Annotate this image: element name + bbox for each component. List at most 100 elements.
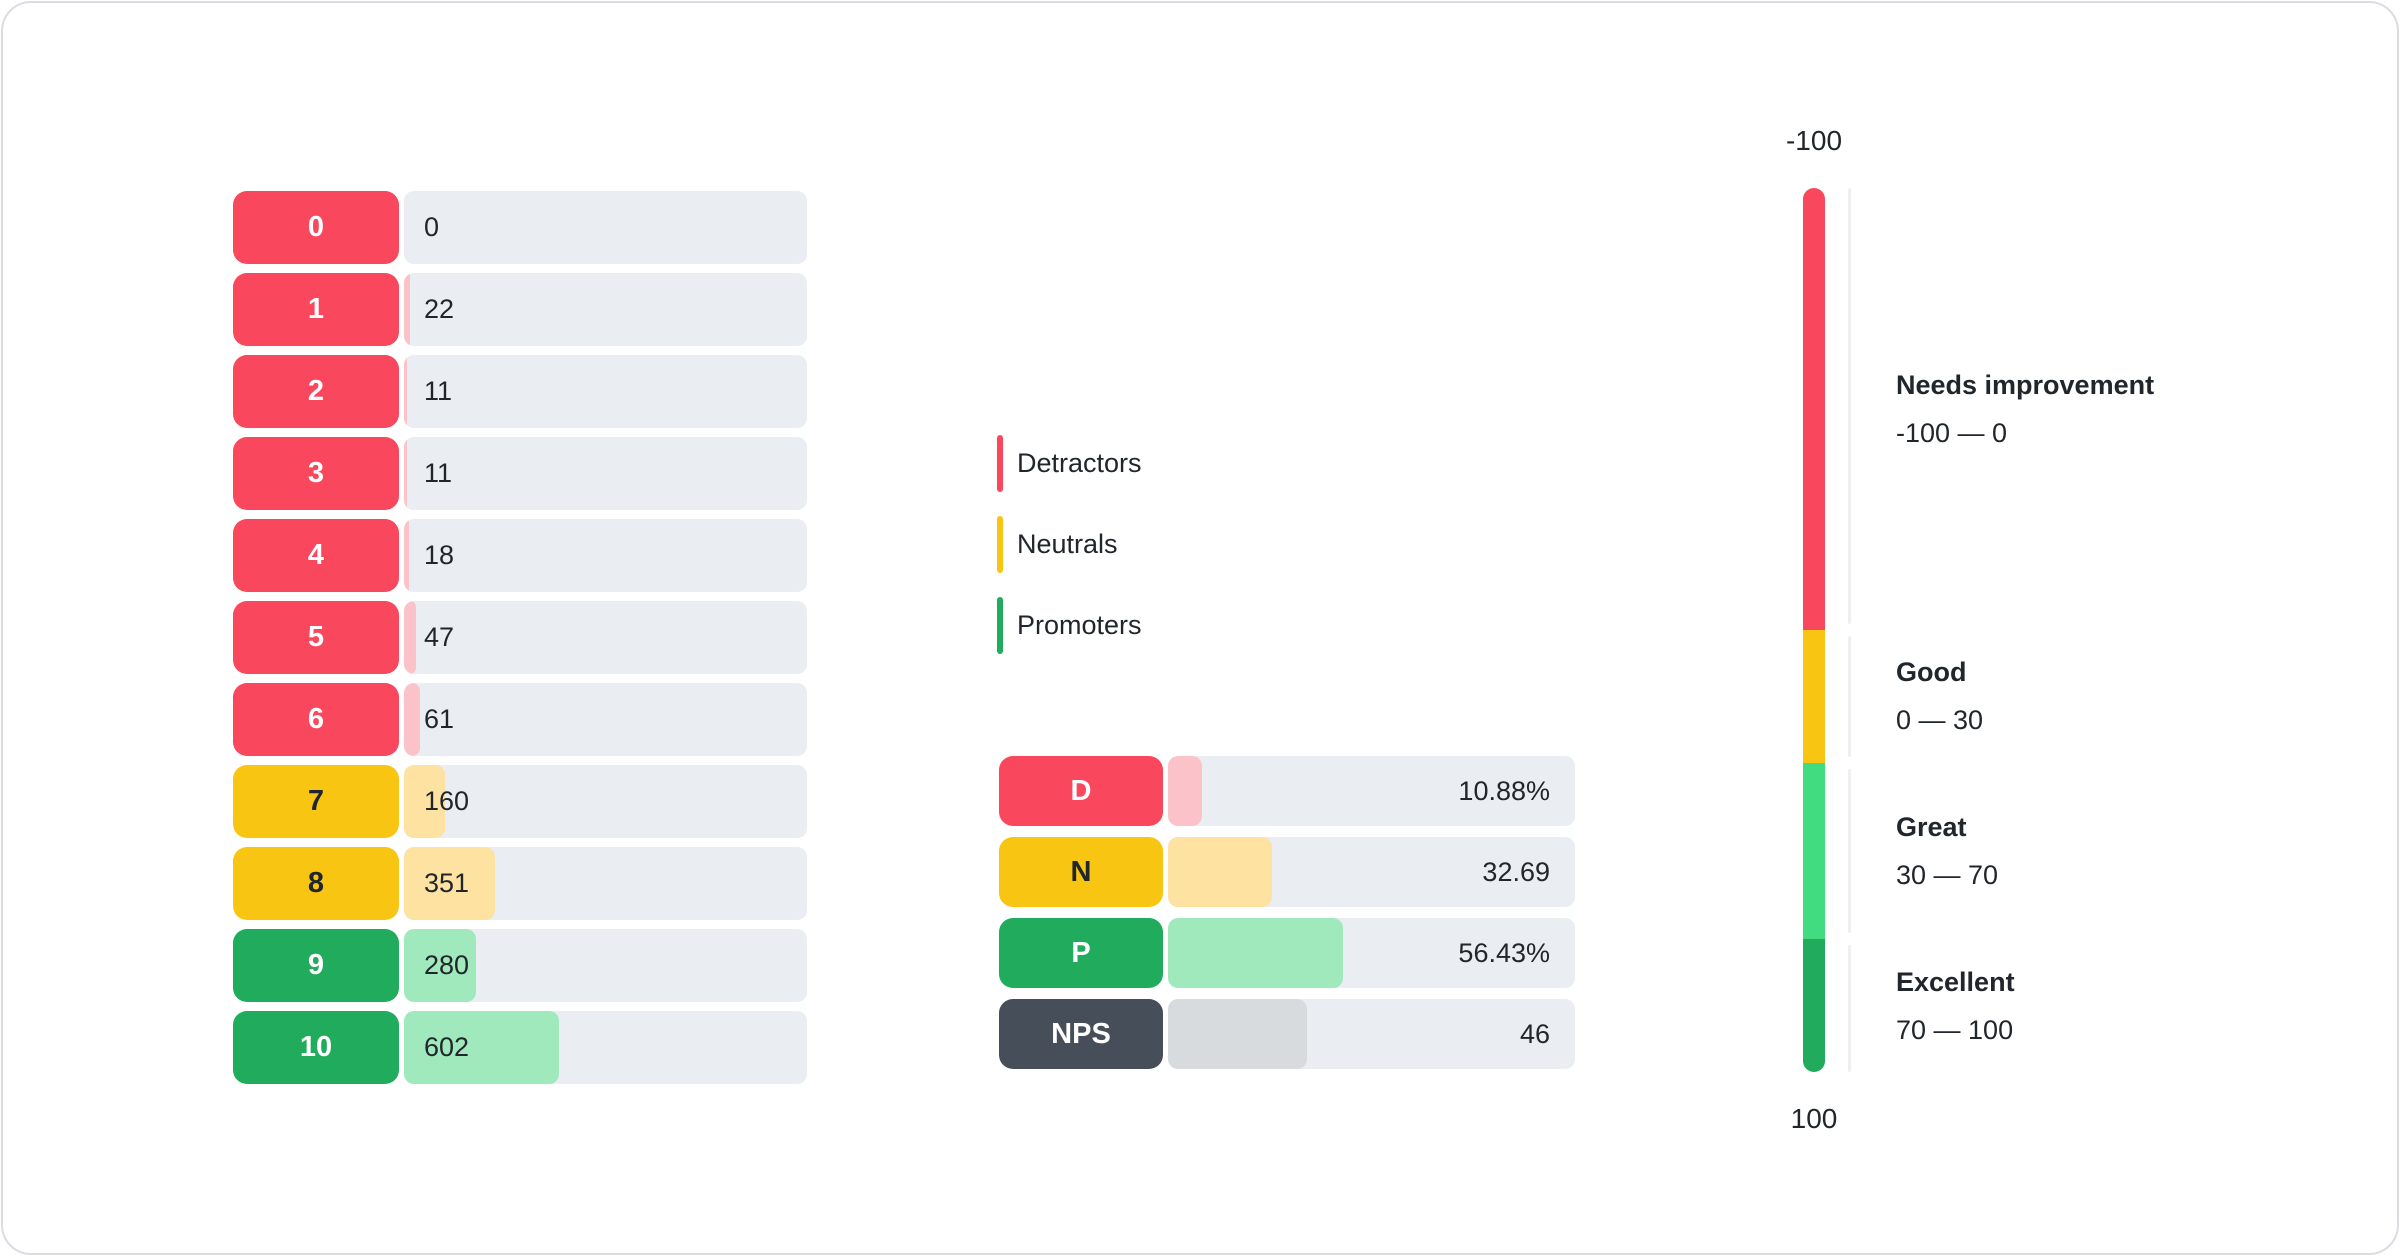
legend-swatch: [997, 516, 1003, 573]
summary-chip: D: [999, 756, 1163, 826]
score-row: 8 351: [233, 847, 807, 920]
score-track: 61: [404, 683, 807, 756]
legend-label: Detractors: [1017, 448, 1142, 478]
score-fill: [404, 437, 407, 510]
gauge-tick-segment: [1848, 945, 1851, 1072]
score-count: 280: [424, 950, 470, 980]
legend-item: Promoters: [997, 597, 1142, 654]
score-row: 9 280: [233, 929, 807, 1002]
summary-list: D 10.88% N 32.69 P 56.43% NPS 46: [999, 756, 1575, 1080]
summary-value: 46: [1519, 1018, 1550, 1049]
score-row: 2 11: [233, 355, 807, 428]
summary-value: 10.88%: [1458, 775, 1550, 806]
gauge-max-positive-label: 100: [1790, 1103, 1838, 1134]
legend-label: Promoters: [1017, 610, 1142, 640]
score-track: 18: [404, 519, 807, 592]
legend-label: Neutrals: [1017, 529, 1118, 559]
score-chip: 5: [233, 601, 399, 674]
score-fill: [404, 929, 477, 1002]
score-count: 61: [424, 704, 455, 734]
score-track: 160: [404, 765, 807, 838]
score-track: 11: [404, 355, 807, 428]
score-track: 602: [404, 1011, 807, 1084]
score-distribution-list: 0 0 1 22 2 11 3 11 4 18 5 47 6 61 7 160 8 351 9 280 10 602: [233, 191, 807, 1093]
gauge-segment-great: [1803, 762, 1825, 940]
score-fill: [404, 847, 495, 920]
score-fill: [404, 1011, 560, 1084]
score-chip: 8: [233, 847, 399, 920]
score-row: 3 11: [233, 437, 807, 510]
score-count: 11: [424, 376, 453, 406]
score-count: 18: [424, 540, 455, 570]
summary-track: 56.43%: [1168, 918, 1575, 988]
zone-label-excellent: Excellent 70 — 100: [1896, 965, 2015, 1047]
legend: Detractors Neutrals Promoters: [997, 435, 1142, 678]
zone-title: Great: [1896, 812, 1967, 842]
summary-track: 32.69: [1168, 837, 1575, 907]
gauge-segment-needs-improvement: [1803, 188, 1825, 630]
legend-item: Detractors: [997, 435, 1142, 492]
summary-row: NPS 46: [999, 999, 1575, 1069]
score-chip: 0: [233, 191, 399, 264]
score-count: 11: [424, 458, 453, 488]
score-fill: [404, 355, 407, 428]
score-chip: 1: [233, 273, 399, 346]
score-track: 351: [404, 847, 807, 920]
summary-value: 56.43%: [1458, 937, 1550, 968]
score-chip: 7: [233, 765, 399, 838]
legend-swatch: [997, 435, 1003, 492]
summary-fill: [1168, 999, 1307, 1069]
score-count: 47: [424, 622, 455, 652]
summary-track: 46: [1168, 999, 1575, 1069]
score-count: 160: [424, 786, 470, 816]
gauge-segment-good: [1803, 630, 1825, 763]
score-chip: 2: [233, 355, 399, 428]
score-count: 602: [424, 1032, 470, 1062]
score-track: 47: [404, 601, 807, 674]
zone-range: 30 — 70: [1896, 860, 1999, 890]
score-row: 10 602: [233, 1011, 807, 1084]
zone-range: 0 — 30: [1896, 705, 1984, 736]
summary-chip: P: [999, 918, 1163, 988]
score-track: 0: [404, 191, 807, 264]
score-chip: 4: [233, 519, 399, 592]
legend-swatch: [997, 597, 1003, 654]
legend-item: Neutrals: [997, 516, 1142, 573]
score-fill: [404, 765, 446, 838]
score-fill: [404, 519, 409, 592]
zone-label-great: Great 30 — 70: [1896, 810, 1998, 892]
score-chip: 6: [233, 683, 399, 756]
summary-chip: NPS: [999, 999, 1163, 1069]
nps-gauge-bar: [1803, 188, 1825, 1072]
summary-row: D 10.88%: [999, 756, 1575, 826]
gauge-tick-segment: [1848, 188, 1851, 624]
score-row: 6 61: [233, 683, 807, 756]
score-row: 4 18: [233, 519, 807, 592]
score-chip: 9: [233, 929, 399, 1002]
summary-fill: [1168, 918, 1344, 988]
gauge-tick-line: [1848, 188, 1851, 1072]
score-chip: 10: [233, 1011, 399, 1084]
gauge-tick-segment: [1848, 768, 1851, 934]
zone-label-good: Good 0 — 30: [1896, 655, 1983, 737]
score-chip: 3: [233, 437, 399, 510]
gauge-max-negative-label: -100: [1785, 125, 1843, 156]
zone-title: Excellent: [1896, 966, 2015, 997]
score-fill: [404, 601, 417, 674]
zone-title: Good: [1896, 657, 1967, 688]
score-fill: [404, 683, 420, 756]
score-row: 1 22: [233, 273, 807, 346]
zone-range: -100 — 0: [1896, 418, 2008, 448]
score-fill: [404, 273, 410, 346]
gauge-tick-segment: [1848, 636, 1851, 757]
zone-title: Needs improvement: [1896, 370, 2155, 400]
zone-range: 70 — 100: [1896, 1014, 2014, 1045]
score-track: 11: [404, 437, 807, 510]
score-row: 7 160: [233, 765, 807, 838]
summary-fill: [1168, 756, 1203, 826]
score-track: 22: [404, 273, 807, 346]
score-count: 351: [424, 868, 470, 898]
score-track: 280: [404, 929, 807, 1002]
